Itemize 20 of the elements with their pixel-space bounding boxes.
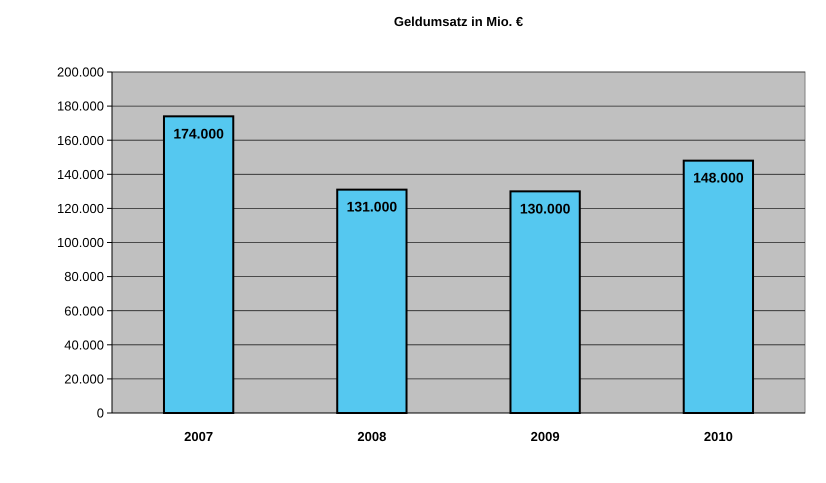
y-tick-label: 100.000: [57, 235, 104, 250]
y-tick-label: 60.000: [64, 303, 104, 318]
data-label: 130.000: [520, 200, 571, 216]
data-label: 174.000: [173, 125, 224, 142]
data-label: 131.000: [346, 198, 398, 215]
y-tick-label: 40.000: [64, 337, 104, 352]
x-tick-label: 2009: [530, 429, 560, 444]
data-label: 148.000: [693, 170, 744, 186]
y-tick-label: 20.000: [64, 371, 104, 386]
x-tick-label: 2010: [704, 429, 733, 444]
y-tick-label: 160.000: [57, 132, 104, 148]
y-tick-label: 140.000: [57, 166, 104, 182]
y-tick-label: 180.000: [57, 98, 104, 114]
y-tick-label: 0: [96, 406, 104, 421]
y-tick-label: 200.000: [57, 64, 104, 80]
chart-title: Geldumsatz in Mio. €: [394, 14, 524, 29]
y-tick-label: 80.000: [64, 269, 104, 284]
x-tick-label: 2008: [357, 429, 386, 444]
x-tick-label: 2007: [184, 429, 214, 444]
y-tick-label: 120.000: [57, 200, 104, 216]
